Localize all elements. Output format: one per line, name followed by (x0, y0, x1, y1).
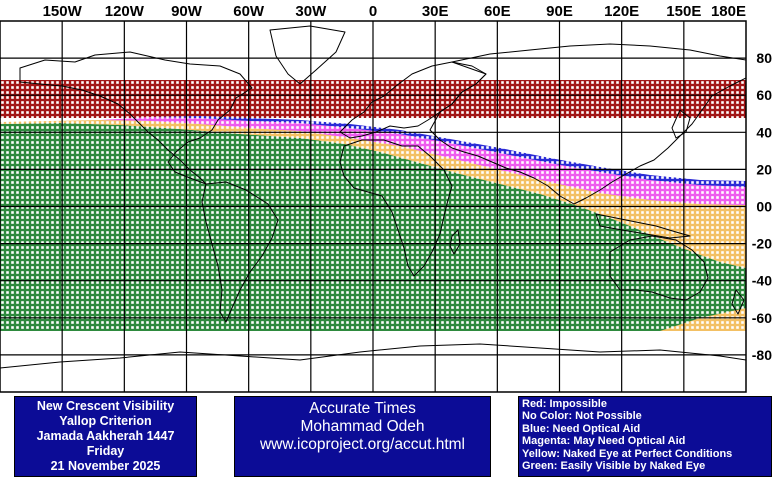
graticule-grid (0, 21, 746, 392)
longitude-label: 120E (604, 3, 639, 20)
greenland-outline (269, 25, 346, 85)
latitude-label: 80 (756, 50, 772, 66)
info-line-title: New Crescent Visibility (36, 399, 175, 413)
legend-item-no-color: No Color: Not Possible (522, 410, 642, 423)
info-line-weekday: Friday (86, 444, 125, 458)
southeast-asia-islands-outline (595, 213, 691, 239)
antarctica-outline (0, 343, 746, 369)
australia-outline (609, 235, 709, 301)
legend-item-blue: Blue: Need Optical Aid (522, 422, 641, 435)
legend-item-yellow: Yellow: Naked Eye at Perfect Conditions (522, 447, 733, 460)
longitude-label: 90E (546, 3, 573, 20)
longitude-label: 150W (43, 3, 83, 20)
info-line-date: 21 November 2025 (50, 459, 161, 473)
legend-item-magenta: Magenta: May Need Optical Aid (522, 435, 686, 448)
latitude-label: -20 (752, 236, 772, 252)
info-line-criterion: Yallop Criterion (59, 414, 152, 428)
map-frame (0, 20, 747, 393)
latitude-labels: 80 60 40 20 00 -20 -40 -60 -80 (752, 50, 772, 363)
madagascar-outline (449, 229, 461, 255)
latitude-label: 20 (756, 161, 772, 177)
info-line-month: Jamada Aakherah 1447 (36, 429, 175, 443)
longitude-label: 60E (484, 3, 511, 20)
longitude-label: 150E (666, 3, 701, 20)
new-zealand-outline (731, 289, 745, 315)
credit-panel: Accurate Times Mohammad Odeh www.icoproj… (234, 396, 491, 477)
africa-outline (339, 139, 453, 277)
longitude-label: 30E (422, 3, 449, 20)
longitude-labels: 150W 120W 90W 60W 30W 0 30E 60E 90E 120E 150E 180E (43, 3, 746, 20)
visibility-map: 150W 120W 90W 60W 30W 0 30E 60E 90E 120E 150E 180E … (0, 3, 772, 393)
legend-item-green: Green: Easily Visible by Naked Eye (522, 460, 706, 473)
longitude-label: 90W (171, 3, 203, 20)
legend-item-red: Red: Impossible (522, 398, 607, 410)
crescent-info-panel: New Crescent Visibility Yallop Criterion… (14, 396, 197, 477)
longitude-label: 0 (369, 3, 377, 20)
credit-line-author: Mohammad Odeh (300, 418, 425, 435)
legend-panel: Red: Impossible No Color: Not Possible B… (518, 396, 772, 477)
latitude-label: 60 (756, 87, 772, 103)
south-america-outline (201, 181, 279, 323)
latitude-label: -80 (752, 347, 772, 363)
latitude-label: -60 (752, 310, 772, 326)
latitude-label: 40 (756, 124, 772, 140)
latitude-label: 00 (756, 199, 772, 215)
longitude-label: 60W (233, 3, 265, 20)
credit-line-url: www.icoproject.org/accut.html (259, 436, 466, 453)
latitude-label: -40 (752, 273, 772, 289)
zone-magenta-may-need-optical-aid (100, 117, 746, 205)
longitude-label: 30W (295, 3, 327, 20)
longitude-label: 180E (711, 3, 746, 20)
japan-outline (671, 109, 691, 139)
credit-line-product: Accurate Times (309, 400, 416, 417)
north-america-outline (19, 51, 253, 185)
longitude-label: 120W (105, 3, 145, 20)
